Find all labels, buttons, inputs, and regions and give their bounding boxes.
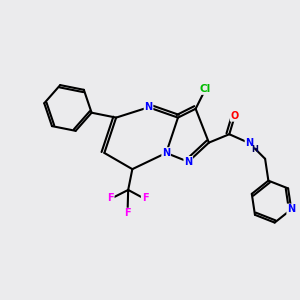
Text: N: N [287,204,295,214]
Text: H: H [251,145,258,154]
Text: F: F [124,208,131,218]
Text: N: N [184,157,192,167]
Text: N: N [145,102,153,112]
Text: O: O [231,111,239,121]
Text: N: N [245,138,253,148]
Text: F: F [107,193,114,203]
Text: Cl: Cl [200,84,211,94]
Text: F: F [142,193,148,203]
Text: N: N [162,148,170,158]
